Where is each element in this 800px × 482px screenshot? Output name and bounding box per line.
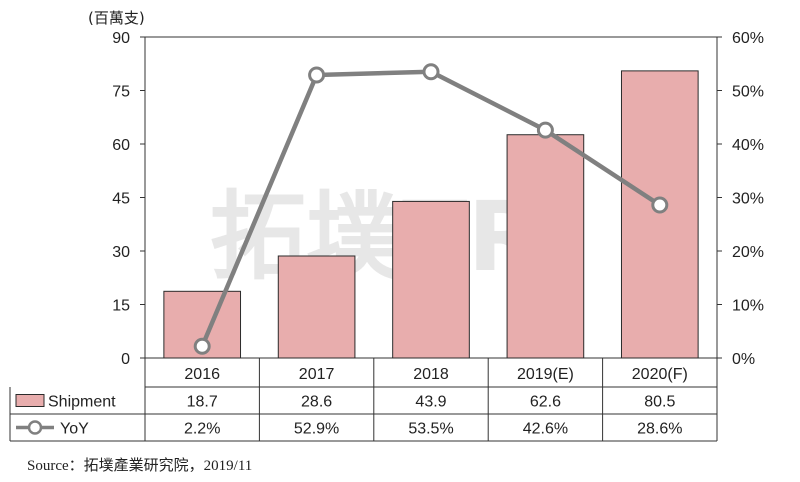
y2-tick-label: 20% bbox=[732, 244, 764, 261]
x-tick-label: 2016 bbox=[184, 366, 220, 383]
yoy-value: 28.6% bbox=[637, 421, 682, 438]
legend-label-yoy: YoY bbox=[60, 421, 89, 438]
shipment-value: 62.6 bbox=[530, 394, 561, 411]
yoy-point-2018 bbox=[422, 63, 440, 81]
shipment-value: 18.7 bbox=[187, 394, 218, 411]
y-tick-label: 45 bbox=[112, 191, 130, 208]
y-tick-label: 30 bbox=[112, 244, 130, 261]
yoy-point-2020(F) bbox=[651, 196, 669, 214]
shipment-value: 43.9 bbox=[415, 394, 446, 411]
yoy-point-2017 bbox=[308, 66, 326, 84]
x-tick-label: 2017 bbox=[299, 366, 335, 383]
line-series bbox=[193, 63, 669, 355]
data-table: 2016 2017 2018 2019(E) 2020(F) Shipment YoY 18.… bbox=[9, 358, 718, 442]
legend-marker-yoy bbox=[27, 420, 43, 435]
y-tick-label: 90 bbox=[112, 30, 130, 47]
bar-series bbox=[163, 70, 699, 359]
x-tick-label: 2020(F) bbox=[632, 366, 688, 383]
yoy-point-2016 bbox=[193, 337, 211, 355]
shipment-value: 80.5 bbox=[644, 394, 675, 411]
y-tick-label: 15 bbox=[112, 298, 130, 315]
bar-2020(F) bbox=[620, 70, 699, 359]
legend-swatch-shipment bbox=[15, 394, 45, 407]
y2-tick-label: 60% bbox=[732, 30, 764, 47]
x-tick-label: 2019(E) bbox=[517, 366, 574, 383]
y-tick-label: 0 bbox=[121, 351, 130, 368]
yoy-value: 42.6% bbox=[523, 421, 568, 438]
y2-tick-label: 30% bbox=[732, 191, 764, 208]
bar-2018 bbox=[392, 200, 470, 359]
y2-tick-label: 0% bbox=[732, 351, 755, 368]
bar-2017 bbox=[277, 255, 356, 359]
legend-label-shipment: Shipment bbox=[48, 394, 116, 411]
source-note: Source：拓墣產業研究院，2019/11 bbox=[27, 456, 252, 474]
y2-tick-label: 10% bbox=[732, 298, 764, 315]
axes: 0 15 30 45 60 75 90 0% 10% 20% 30% 40% 50% 60% bbox=[112, 30, 764, 368]
y-tick-label: 75 bbox=[112, 84, 130, 101]
yoy-point-2019(E) bbox=[536, 121, 554, 139]
yoy-value: 53.5% bbox=[408, 421, 453, 438]
yoy-value: 2.2% bbox=[184, 421, 220, 438]
y2-tick-label: 40% bbox=[732, 137, 764, 154]
y-tick-label: 60 bbox=[112, 137, 130, 154]
bar-2019(E) bbox=[506, 134, 585, 359]
shipment-value: 28.6 bbox=[301, 394, 332, 411]
y2-tick-label: 50% bbox=[732, 84, 764, 101]
yoy-value: 52.9% bbox=[294, 421, 339, 438]
y-axis-unit: (百萬支) bbox=[88, 9, 145, 27]
x-tick-label: 2018 bbox=[413, 366, 449, 383]
